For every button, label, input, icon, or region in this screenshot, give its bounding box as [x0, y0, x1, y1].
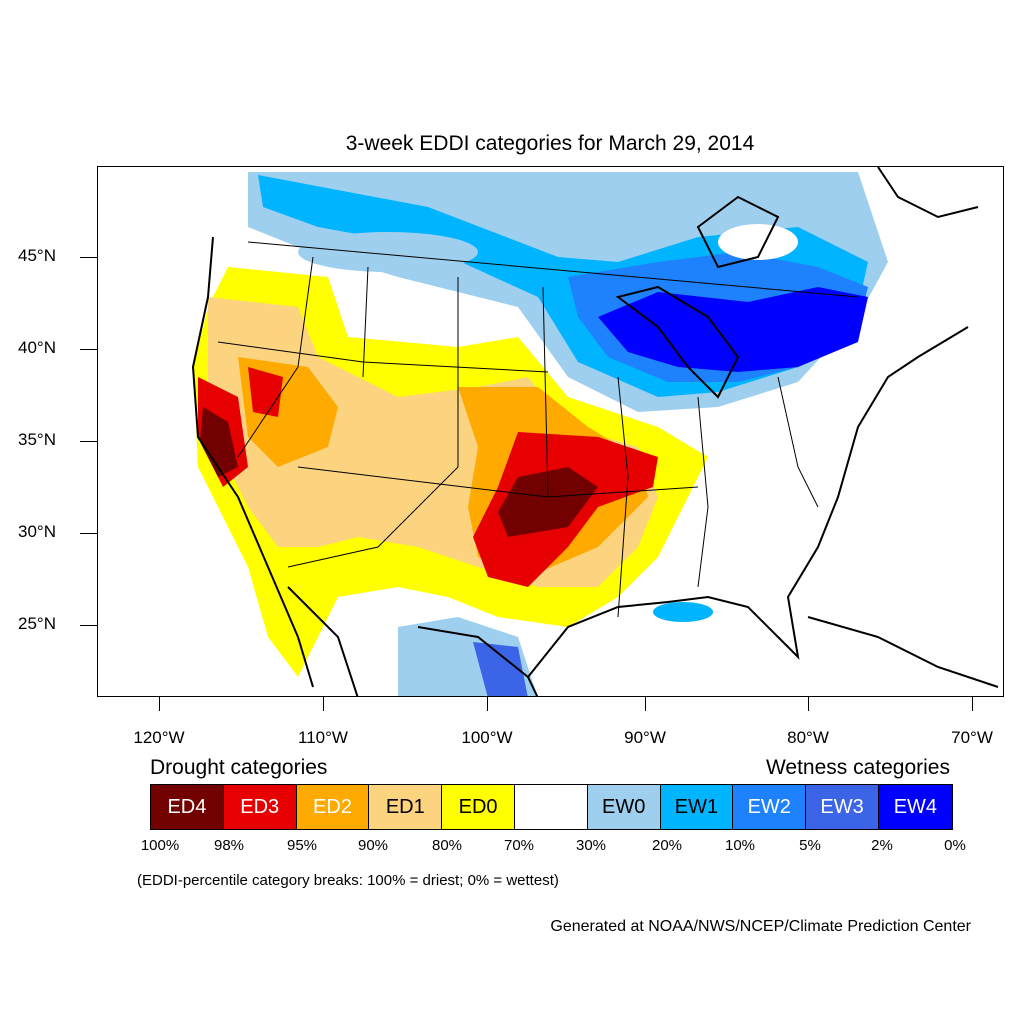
wetness-heading: Wetness categories: [765, 756, 950, 779]
legend-swatch-ew3: EW3: [806, 785, 879, 829]
coastlines: [191, 167, 999, 696]
break-label: 90%: [357, 837, 389, 854]
lon-label-100: 100°W: [461, 728, 513, 747]
lat-tick-40: [80, 349, 97, 350]
lat-label-40: 40°N: [18, 338, 56, 357]
map-title: 3-week EDDI categories for March 29, 201…: [345, 132, 755, 155]
break-label: 80%: [431, 837, 463, 854]
legend-swatch-ed3: ED3: [223, 785, 297, 829]
legend-swatch-ew4: EW4: [878, 785, 952, 829]
break-label: 20%: [651, 837, 683, 854]
break-label: 10%: [724, 837, 756, 854]
break-label: 5%: [799, 837, 821, 854]
lat-label-25: 25°N: [18, 614, 56, 633]
break-label: 70%: [503, 837, 535, 854]
lat-tick-35: [80, 441, 97, 442]
break-label: 0%: [944, 837, 966, 854]
lat-label-45: 45°N: [18, 246, 56, 265]
eddi-map: [97, 166, 1004, 697]
legend-swatch-ew0: EW0: [587, 785, 661, 829]
lon-label-70: 70°W: [951, 728, 993, 747]
lat-tick-45: [80, 257, 97, 258]
wet-region-south-ew3: [473, 642, 528, 696]
legend-swatch-ew2: EW2: [733, 785, 807, 829]
legend-swatch-ed0: ED0: [442, 785, 515, 829]
lon-label-110: 110°W: [298, 728, 348, 747]
break-label: 2%: [871, 837, 893, 854]
lon-label-90: 90°W: [624, 728, 666, 747]
break-label: 95%: [286, 837, 318, 854]
legend-swatch-ed2: ED2: [296, 785, 370, 829]
dry-patch-north: [718, 224, 798, 260]
lon-tick-90: [645, 697, 646, 711]
lon-label-80: 80°W: [787, 728, 829, 747]
drought-heading: Drought categories: [150, 756, 328, 779]
drought-region-ed3: [198, 367, 658, 587]
state-borders: [217, 241, 859, 618]
lat-label-35: 35°N: [18, 430, 56, 449]
wet-patch-north: [298, 232, 478, 272]
legend-swatch-ew1: EW1: [660, 785, 734, 829]
lon-label-120: 120°W: [133, 728, 185, 747]
legend-swatch-ed4: ED4: [151, 785, 224, 829]
break-label: 30%: [575, 837, 607, 854]
lat-label-30: 30°N: [18, 522, 56, 541]
lat-tick-30: [80, 533, 97, 534]
break-label: 100%: [140, 837, 180, 854]
map-canvas: [191, 167, 999, 696]
lon-tick-100: [487, 697, 488, 711]
lon-tick-70: [972, 697, 973, 711]
break-label: 98%: [213, 837, 245, 854]
legend-swatch-ed1: ED1: [369, 785, 443, 829]
wet-patch-gulf: [653, 602, 713, 622]
lat-tick-25: [80, 625, 97, 626]
drought-region-ed4: [200, 407, 598, 537]
wet-region-north-ew4: [598, 287, 868, 372]
legend-swatch-neutral: [514, 785, 588, 829]
lon-tick-120: [159, 697, 160, 711]
credit-line: Generated at NOAA/NWS/NCEP/Climate Predi…: [550, 918, 971, 935]
lon-tick-110: [323, 697, 324, 711]
lon-tick-80: [808, 697, 809, 711]
legend-note: (EDDI-percentile category breaks: 100% =…: [137, 872, 559, 889]
category-legend: ED4 ED3 ED2 ED1 ED0 EW0 EW1 EW2 EW3 EW4: [150, 784, 953, 830]
